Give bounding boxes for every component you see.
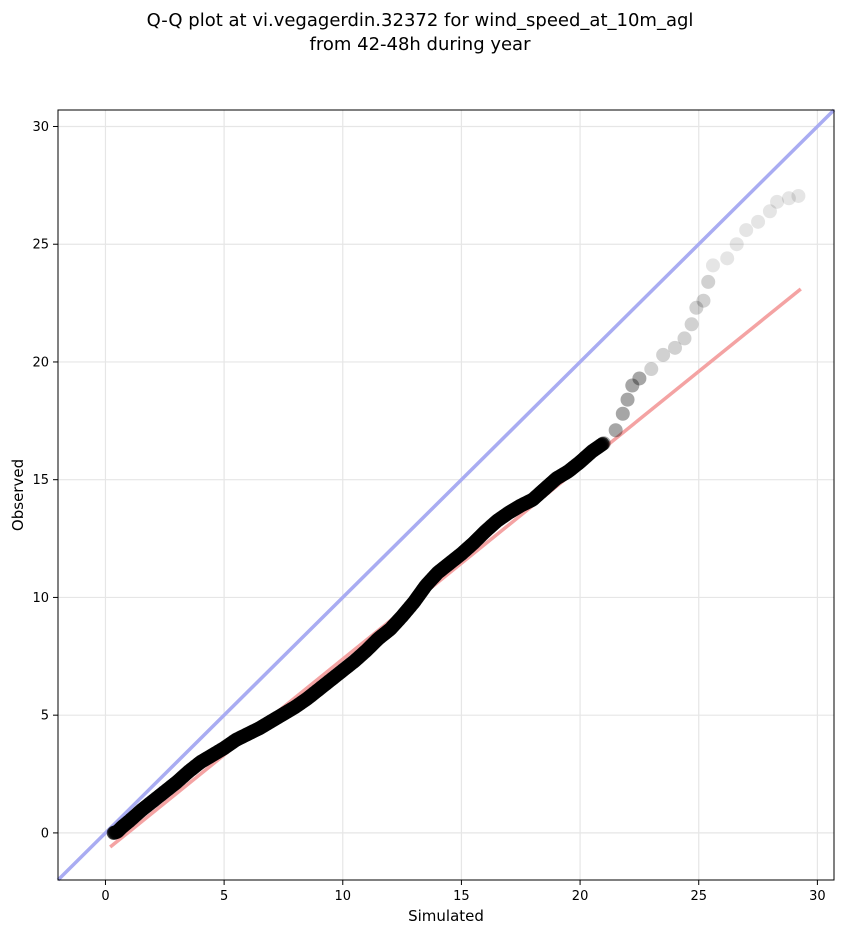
quantile-point: [696, 293, 711, 308]
quantile-point: [632, 371, 647, 386]
quantile-point: [751, 214, 766, 229]
quantile-point: [668, 340, 683, 355]
y-tick-label: 0: [41, 826, 49, 841]
quantile-point: [644, 362, 659, 377]
x-tick-label: 0: [101, 889, 109, 904]
quantile-point: [608, 423, 623, 438]
y-axis-label: Observed: [9, 459, 27, 531]
y-tick-label: 30: [32, 120, 49, 135]
x-tick-label: 30: [809, 889, 826, 904]
quantile-point: [705, 258, 720, 273]
y-tick-label: 15: [32, 473, 49, 488]
identity-line: [56, 108, 836, 882]
quantile-point: [596, 436, 611, 451]
grid-lines: [58, 110, 834, 880]
quantile-point: [620, 392, 635, 407]
quantile-point: [791, 188, 806, 203]
quantile-point: [677, 331, 692, 346]
quantile-point: [625, 378, 640, 393]
chart-title-line1: Q-Q plot at vi.vegagerdin.32372 for wind…: [147, 10, 694, 31]
reference-lines: [56, 108, 836, 882]
x-tick-label: 20: [572, 889, 589, 904]
quantile-point: [595, 437, 610, 452]
quantile-point: [739, 223, 754, 238]
y-tick-label: 5: [41, 709, 49, 724]
y-tick-label: 20: [32, 355, 49, 370]
quantile-point: [656, 347, 671, 362]
x-tick-label: 15: [453, 889, 470, 904]
quantile-point: [689, 300, 704, 315]
chart-title-line2: from 42-48h during year: [310, 34, 532, 55]
quantile-point: [615, 406, 630, 421]
quantile-point: [701, 274, 716, 289]
x-tick-label: 5: [220, 889, 228, 904]
x-tick-label: 25: [690, 889, 707, 904]
quantile-point: [770, 194, 785, 209]
y-axis-ticks: 0 5 10 15 20 25 30: [32, 120, 58, 841]
plot-frame: [57, 109, 835, 881]
quantile-point: [729, 237, 744, 252]
quantile-points: [106, 188, 806, 840]
quantile-point: [781, 191, 796, 206]
x-tick-label: 10: [334, 889, 351, 904]
y-tick-label: 25: [32, 238, 49, 253]
quantile-point: [720, 251, 735, 266]
x-axis-ticks: 0 5 10 15 20 25 30: [101, 880, 826, 904]
y-tick-label: 10: [32, 591, 49, 606]
quantile-point: [762, 204, 777, 219]
quantile-point: [684, 317, 699, 332]
x-axis-label: Simulated: [408, 907, 484, 925]
fit-line: [109, 287, 802, 849]
